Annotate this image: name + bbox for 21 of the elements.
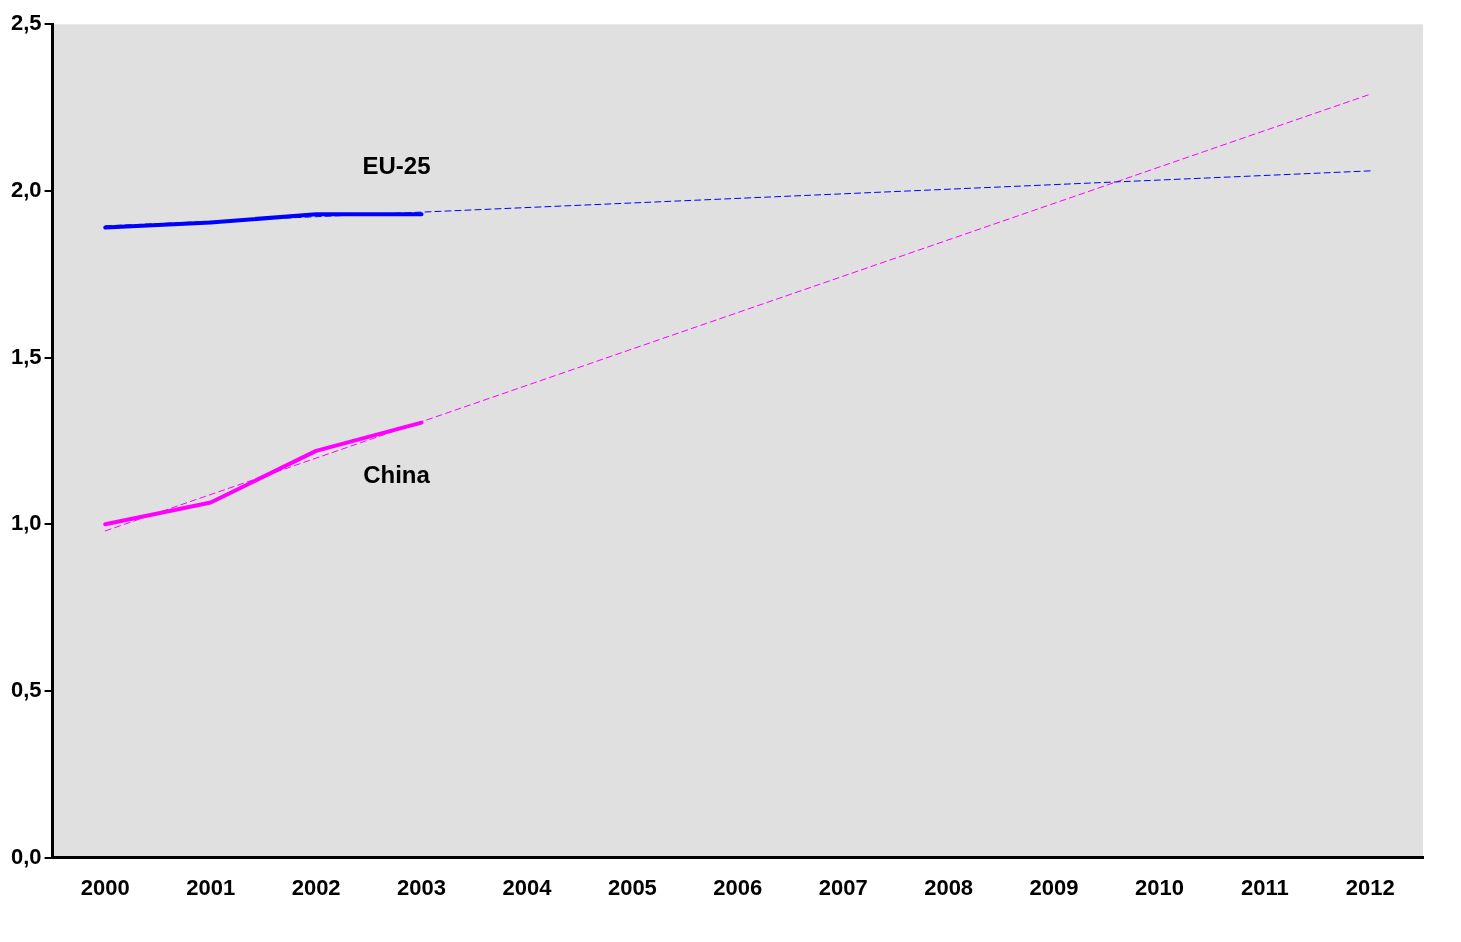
x-tick-label: 2009: [1029, 874, 1079, 900]
x-tick-label: 2012: [1345, 874, 1395, 900]
x-tick-label: 2000: [80, 874, 130, 900]
y-tick-label: 2,0: [10, 176, 42, 202]
y-tick-label: 1,5: [10, 343, 42, 369]
x-tick-label: 2006: [713, 874, 763, 900]
x-tick-label: 2011: [1241, 874, 1289, 900]
x-tick-label: 2002: [291, 874, 341, 900]
x-tick-label: 2003: [397, 874, 447, 900]
x-tick-label: 2005: [607, 874, 657, 900]
y-tick-label: 0,0: [10, 843, 42, 869]
series-label: China: [363, 460, 431, 488]
series-label: EU-25: [362, 152, 431, 180]
x-tick-label: 2008: [924, 874, 974, 900]
x-tick-label: 2001: [186, 874, 236, 900]
x-tick-label: 2007: [818, 874, 868, 900]
x-tick-label: 2004: [502, 874, 553, 900]
y-tick-label: 0,5: [10, 676, 42, 702]
y-tick-label: 2,5: [10, 10, 42, 36]
x-tick-label: 2010: [1134, 874, 1184, 900]
y-tick-label: 1,0: [10, 510, 42, 536]
